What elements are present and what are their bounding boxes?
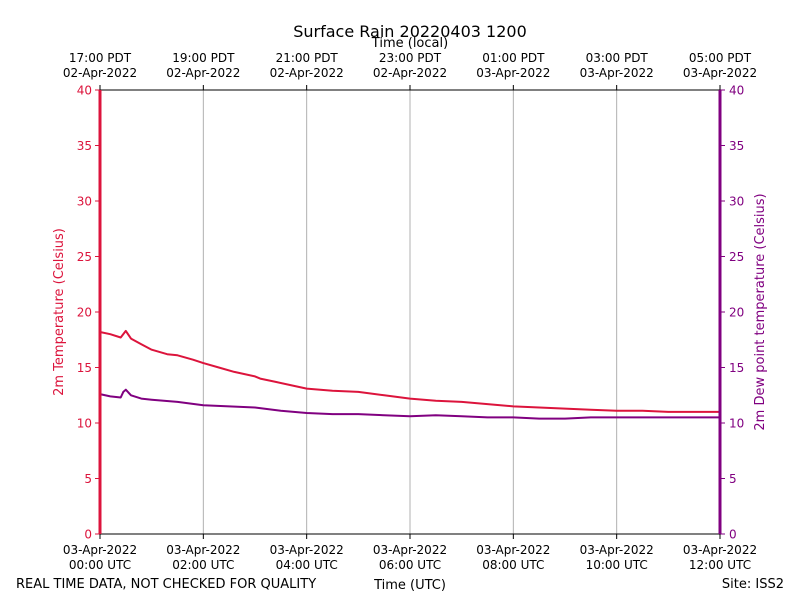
bottom-x-tick-time: 08:00 UTC	[482, 558, 544, 572]
bottom-x-tick-date: 03-Apr-2022	[166, 543, 240, 557]
bottom-x-tick-date: 03-Apr-2022	[476, 543, 550, 557]
right-y-tick-label: 20	[729, 306, 744, 320]
left-y-axis-title: 2m Temperature (Celsius)	[52, 228, 67, 396]
top-x-tick-time: 03:00 PDT	[586, 51, 649, 65]
site-label: Site: ISS2	[722, 577, 784, 592]
bottom-x-tick-time: 12:00 UTC	[689, 558, 751, 572]
left-y-tick-label: 10	[77, 417, 92, 431]
right-y-tick-label: 10	[729, 417, 744, 431]
left-y-tick-label: 5	[84, 472, 92, 486]
series-layer	[99, 329, 720, 420]
top-x-tick-time: 23:00 PDT	[379, 51, 442, 65]
bottom-x-tick-time: 00:00 UTC	[69, 558, 131, 572]
top-x-tick-time: 19:00 PDT	[172, 51, 235, 65]
grid-layer	[202, 90, 618, 534]
top-x-axis-title: Time (local)	[371, 36, 448, 51]
top-x-tick-time: 17:00 PDT	[69, 51, 132, 65]
left-y-tick-label: 0	[84, 528, 92, 542]
right-y-tick-label: 25	[729, 250, 744, 264]
left-y-tick-label: 20	[77, 306, 92, 320]
bottom-x-tick-date: 03-Apr-2022	[270, 543, 344, 557]
dewpoint-series-line	[99, 388, 720, 420]
bottom-x-axis-title: Time (UTC)	[373, 578, 446, 593]
bottom-x-tick-time: 10:00 UTC	[586, 558, 648, 572]
top-x-tick-time: 05:00 PDT	[689, 51, 752, 65]
left-y-tick-label: 40	[77, 84, 92, 98]
chart-title: Surface Rain 20220403 1200	[293, 22, 527, 41]
bottom-x-tick-date: 03-Apr-2022	[580, 543, 654, 557]
top-x-tick-time: 21:00 PDT	[276, 51, 339, 65]
top-x-tick-time: 01:00 PDT	[482, 51, 545, 65]
right-y-axis-title: 2m Dew point temperature (Celsius)	[753, 193, 768, 430]
top-x-tick-date: 02-Apr-2022	[373, 66, 447, 80]
right-y-tick-label: 15	[729, 361, 744, 375]
top-x-tick-date: 02-Apr-2022	[270, 66, 344, 80]
left-y-tick-label: 15	[77, 361, 92, 375]
top-x-tick-date: 03-Apr-2022	[476, 66, 550, 80]
bottom-x-tick-date: 03-Apr-2022	[373, 543, 447, 557]
bottom-x-tick-date: 03-Apr-2022	[683, 543, 757, 557]
left-y-tick-label: 30	[77, 195, 92, 209]
left-y-tick-label: 25	[77, 250, 92, 264]
bottom-x-tick-time: 06:00 UTC	[379, 558, 441, 572]
bottom-x-tick-date: 03-Apr-2022	[63, 543, 137, 557]
right-y-tick-label: 0	[729, 528, 737, 542]
right-y-tick-label: 40	[729, 84, 744, 98]
temperature-series-line	[99, 329, 720, 413]
right-y-tick-label: 35	[729, 139, 744, 153]
right-y-tick-label: 30	[729, 195, 744, 209]
bottom-x-tick-time: 02:00 UTC	[172, 558, 234, 572]
tick-layer: 0 0 5 5 10 10 15 15 20 20 25 25 30 30 35 35 40 40 03-Apr-2…	[63, 51, 757, 572]
right-y-tick-label: 5	[729, 472, 737, 486]
top-x-tick-date: 03-Apr-2022	[683, 66, 757, 80]
top-x-tick-date: 02-Apr-2022	[166, 66, 240, 80]
top-x-tick-date: 03-Apr-2022	[580, 66, 654, 80]
bottom-x-tick-time: 04:00 UTC	[276, 558, 338, 572]
left-y-tick-label: 35	[77, 139, 92, 153]
data-quality-note: REAL TIME DATA, NOT CHECKED FOR QUALITY	[16, 577, 316, 592]
top-x-tick-date: 02-Apr-2022	[63, 66, 137, 80]
